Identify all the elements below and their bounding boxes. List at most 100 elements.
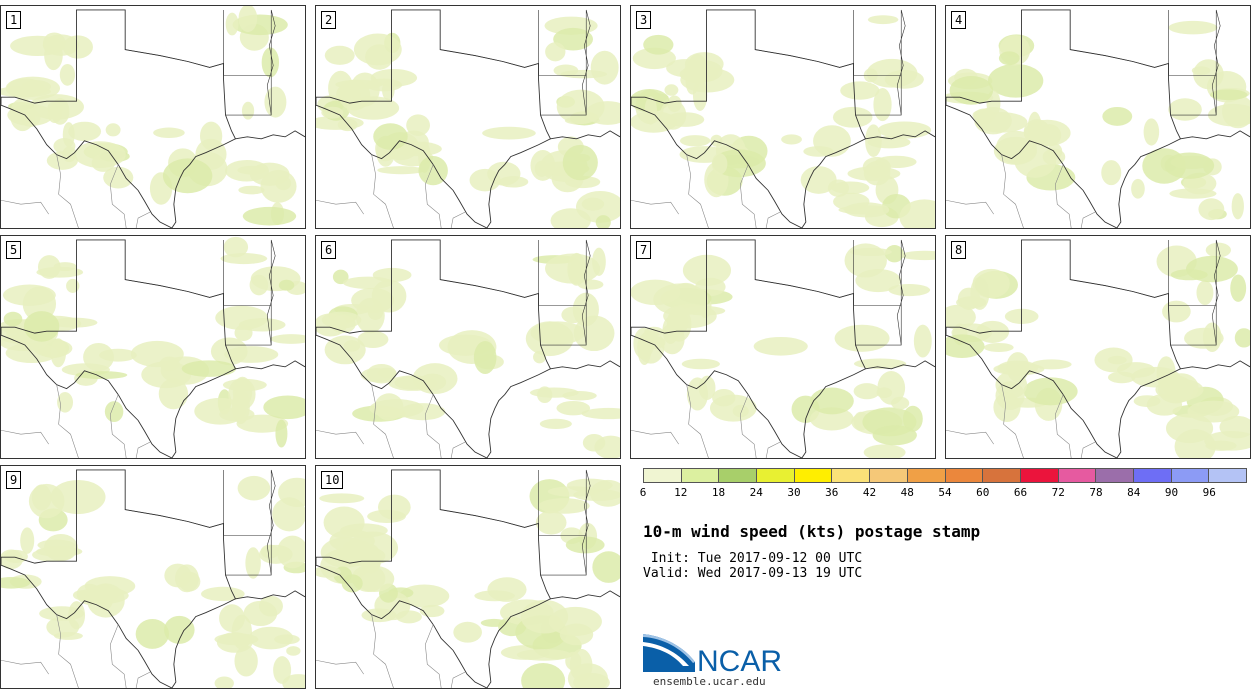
wind-field-blob: [135, 618, 170, 649]
colorbar-segment: [1209, 469, 1246, 482]
wind-field-blob: [946, 334, 985, 359]
colorbar-tick-label: 54: [938, 486, 952, 499]
wind-field-blob: [234, 645, 258, 677]
state-border-la-coast: [865, 130, 935, 140]
wind-field-blob: [274, 634, 300, 645]
wind-field-blob: [1047, 143, 1063, 160]
wind-field-blob: [3, 311, 23, 327]
member-number-label: 1: [6, 11, 22, 29]
wind-field-blob: [1187, 400, 1240, 423]
ncar-logo-text: NCAR: [697, 645, 782, 676]
wind-field-blob: [840, 81, 880, 100]
wind-field-blob: [1193, 59, 1224, 90]
wind-field-blob: [103, 166, 134, 189]
wind-field-blob: [884, 70, 924, 89]
state-border-miss: [1211, 239, 1221, 346]
state-border-miss: [896, 9, 906, 116]
wind-field-blob: [50, 480, 106, 515]
wind-field-blob: [637, 330, 665, 364]
wind-field-blob: [359, 543, 382, 574]
wind-field-blob: [1023, 119, 1071, 147]
wind-field-blob: [516, 649, 572, 661]
wind-field-blob: [559, 623, 594, 646]
wind-field-blob: [74, 141, 126, 168]
wind-field-blob: [521, 663, 566, 688]
wind-field-blob: [867, 15, 899, 25]
state-border-okla-top: [440, 279, 539, 306]
wind-field-blob: [377, 166, 426, 175]
wind-field-blob: [565, 536, 605, 554]
member-panel: 5: [0, 235, 306, 459]
state-border-ark-la: [223, 469, 272, 576]
wind-field-blob: [569, 648, 593, 682]
wind-field-blob: [83, 342, 114, 372]
wind-field-blob: [473, 341, 497, 375]
wind-field-blob: [374, 393, 404, 421]
state-border-miss: [581, 9, 591, 116]
wind-field-blob: [562, 144, 598, 181]
wind-field-blob: [891, 396, 910, 410]
wind-field-blob: [983, 342, 1014, 353]
wind-field-blob: [1164, 152, 1215, 179]
wind-field-blob: [373, 123, 408, 150]
wind-speed-map: [316, 469, 620, 688]
wind-field-blob: [1174, 429, 1216, 458]
wind-field-blob: [539, 418, 572, 429]
wind-field-blob: [273, 656, 292, 684]
wind-field-blob: [572, 292, 599, 327]
wind-field-blob: [545, 253, 601, 284]
wind-field-blob: [263, 395, 305, 420]
wind-field: [1, 236, 305, 448]
wind-field-blob: [22, 80, 51, 94]
wind-speed-map: [946, 239, 1250, 458]
colorbar-tick-label: 24: [749, 486, 763, 499]
wind-field-blob: [800, 166, 837, 194]
wind-speed-map: [1, 469, 305, 688]
member-panel: 3: [630, 5, 936, 229]
wind-field-blob: [261, 47, 280, 78]
wind-field-blob: [1116, 362, 1156, 378]
wind-field-blob: [1184, 327, 1224, 349]
state-border-la-coast: [1180, 130, 1250, 140]
member-number-label: 9: [6, 471, 22, 489]
wind-field: [316, 247, 620, 458]
wind-speed-map: [1, 236, 305, 458]
wind-field-blob: [342, 276, 394, 289]
wind-field-blob: [1231, 193, 1244, 220]
wind-field-blob: [585, 101, 620, 125]
colorbar-tick-label: 36: [825, 486, 839, 499]
wind-field-blob: [698, 375, 716, 400]
wind-field-blob: [1, 577, 31, 589]
wind-field-blob: [370, 69, 418, 87]
wind-field-blob: [631, 279, 681, 306]
wind-field-blob: [1168, 98, 1202, 121]
wind-field-blob: [53, 631, 83, 640]
wind-field: [1, 6, 297, 226]
member-panel: 2: [315, 5, 621, 229]
wind-field-blob: [453, 621, 482, 643]
member-panel: 4: [945, 5, 1251, 229]
wind-field-blob: [245, 547, 261, 579]
wind-field-blob: [396, 610, 422, 624]
state-border-okla-top: [1070, 279, 1169, 306]
state-border-okla-top: [440, 509, 539, 536]
state-border-okla-top: [125, 509, 224, 536]
wind-field-blob: [844, 202, 890, 218]
state-border-mex: [1, 384, 151, 458]
wind-field-blob: [885, 245, 904, 263]
member-panel: 8: [945, 235, 1251, 459]
state-border-la-coast: [550, 360, 620, 370]
wind-field-blob: [214, 633, 259, 646]
wind-field-blob: [50, 317, 98, 328]
state-border-miss: [1211, 9, 1221, 116]
wind-field-blob: [1143, 118, 1160, 146]
wind-field-blob: [993, 136, 1038, 165]
wind-field-blob: [2, 284, 56, 306]
wind-field-blob: [241, 101, 255, 120]
colorbar-tick-label: 30: [787, 486, 801, 499]
colorbar-tick-label: 96: [1202, 486, 1216, 499]
wind-field-blob: [23, 311, 60, 342]
state-border-miss: [581, 239, 591, 346]
wind-field-blob: [200, 586, 245, 602]
colorbar-segment: [870, 469, 908, 482]
